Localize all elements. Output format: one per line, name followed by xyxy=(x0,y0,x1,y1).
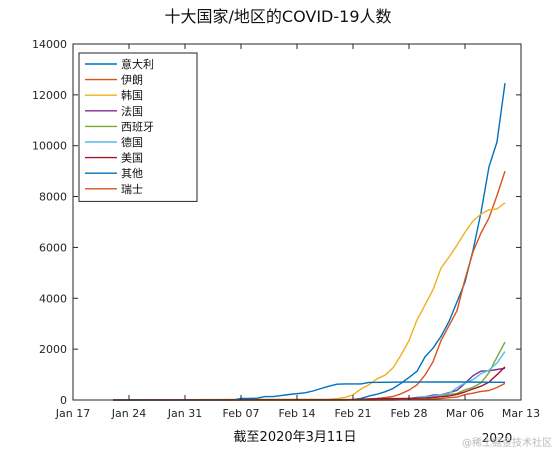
legend-label: 德国 xyxy=(121,135,143,149)
legend-label: 西班牙 xyxy=(121,120,154,133)
chart-title: 十大国家/地区的COVID-19人数 xyxy=(165,7,392,26)
y-tick-label: 8000 xyxy=(39,191,67,204)
series-line-3 xyxy=(112,202,506,401)
legend-label: 瑞士 xyxy=(121,182,143,196)
y-axis: 0 2000 4000 6000 8000 10000 12000 14000 xyxy=(32,38,521,407)
legend-label: 韩国 xyxy=(121,88,143,102)
series-line-8 xyxy=(113,381,506,401)
legend-label: 美国 xyxy=(121,152,143,165)
x-tick-label: Feb 28 xyxy=(391,407,428,420)
x-axis: Jan 17 Jan 24 Jan 31 Feb 07 Feb 14 Feb 21 Feb … xyxy=(55,44,540,420)
series-line-2 xyxy=(113,170,506,401)
y-tick-label: 12000 xyxy=(32,89,67,102)
legend-label: 其他 xyxy=(121,167,143,180)
y-tick-label: 6000 xyxy=(39,241,67,254)
y-tick-label: 0 xyxy=(60,394,67,407)
series-line-1 xyxy=(113,83,506,401)
watermark-text: @稀土掘金技术社区 xyxy=(462,436,552,449)
y-tick-label: 10000 xyxy=(32,140,67,153)
chart-caption: 截至2020年3月11日 xyxy=(234,430,357,445)
x-tick-label: Feb 21 xyxy=(335,407,372,420)
x-tick-label: Mar 13 xyxy=(502,407,540,420)
x-tick-label: Jan 24 xyxy=(111,407,146,420)
x-axis-year-label: 2020 xyxy=(482,431,513,445)
x-tick-label: Jan 17 xyxy=(55,407,90,420)
y-tick-label: 2000 xyxy=(39,343,67,356)
y-tick-label: 4000 xyxy=(39,292,67,305)
x-tick-label: Mar 06 xyxy=(446,407,484,420)
x-tick-label: Feb 14 xyxy=(279,407,316,420)
legend-label: 意大利 xyxy=(121,57,154,71)
x-tick-label: Feb 07 xyxy=(223,407,260,420)
legend-box xyxy=(78,52,198,202)
legend-label: 伊朗 xyxy=(121,74,143,87)
x-tick-label: Jan 31 xyxy=(167,407,202,420)
y-tick-label: 14000 xyxy=(32,38,67,51)
legend-label: 法国 xyxy=(121,104,143,118)
